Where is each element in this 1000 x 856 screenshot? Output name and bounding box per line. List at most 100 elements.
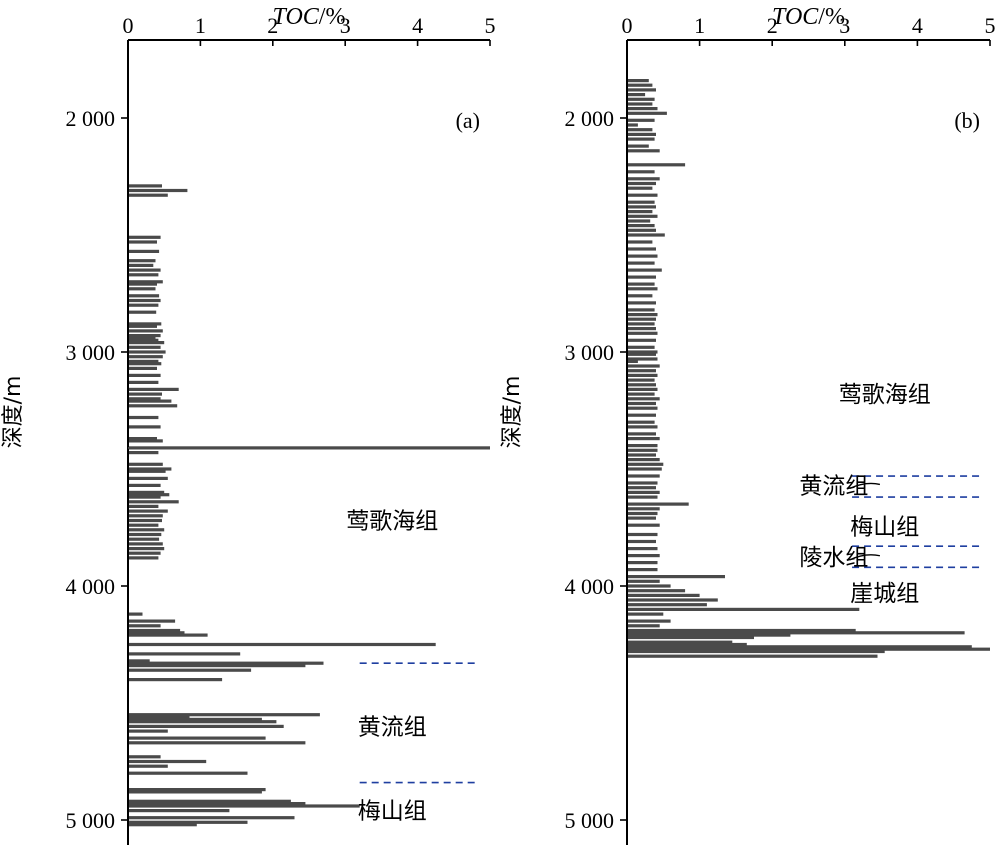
toc-bar [627, 268, 662, 272]
toc-bar [128, 764, 168, 768]
toc-bar [627, 467, 662, 471]
toc-bar [627, 345, 655, 349]
toc-bar [627, 219, 651, 223]
toc-bar [627, 102, 653, 106]
toc-bar [627, 654, 878, 658]
toc-bar [627, 432, 656, 436]
toc-bar [627, 79, 649, 83]
toc-bar [128, 294, 160, 298]
y-tick-label: 4 000 [66, 574, 116, 599]
toc-bar [128, 235, 161, 239]
toc-bar [627, 177, 660, 181]
toc-bar [128, 729, 168, 733]
panel-label: (b) [954, 108, 980, 133]
toc-bar [627, 214, 658, 218]
toc-bar [627, 107, 658, 111]
toc-bar [128, 790, 262, 794]
toc-bar [128, 633, 208, 637]
toc-bar [128, 359, 159, 363]
toc-bar [128, 514, 163, 518]
toc-bar [627, 649, 885, 654]
toc-bar [128, 188, 188, 193]
toc-bar [627, 624, 660, 628]
formation-label: 莺歌海组 [839, 382, 931, 408]
toc-bar [627, 631, 965, 635]
toc-bar [128, 263, 154, 267]
toc-bar [128, 338, 159, 342]
toc-bar [128, 469, 166, 473]
toc-bar [627, 401, 656, 406]
y-axis-title: 深度/m [500, 376, 525, 449]
toc-bar [128, 759, 207, 764]
toc-bar [128, 184, 162, 188]
toc-bar [627, 93, 646, 97]
toc-bar [627, 420, 655, 424]
toc-bar [627, 568, 658, 572]
toc-bar [128, 816, 295, 820]
toc-bar [627, 397, 660, 401]
toc-bar [128, 282, 157, 286]
toc-bar [627, 357, 658, 361]
toc-bar [627, 308, 655, 312]
x-tick-label: 1 [694, 13, 705, 38]
panel-a: 0 1 2 3 4 5 TOC/% 2 000 3 000 4 000 5 000 深度/m (a) 莺歌… [1, 4, 496, 845]
toc-bar [128, 631, 185, 635]
toc-bar [128, 532, 162, 537]
toc-bar [128, 715, 190, 719]
toc-bar [128, 437, 157, 441]
toc-bar [627, 364, 660, 368]
toc-bar [627, 387, 658, 391]
toc-bar [627, 170, 655, 174]
y-tick-label: 5 000 [565, 808, 615, 833]
toc-bar [128, 619, 176, 623]
toc-bar [627, 149, 660, 153]
toc-bar [627, 547, 658, 551]
toc-bar [627, 593, 700, 597]
toc-bar [128, 500, 179, 504]
x-axis-title: TOC/% [273, 4, 346, 30]
toc-bar [128, 322, 162, 326]
toc-bar [627, 462, 664, 466]
x-tick-label: 2 [267, 13, 278, 38]
toc-bar [627, 603, 707, 607]
toc-bar [627, 97, 655, 101]
toc-bar [627, 584, 671, 588]
toc-bar [128, 380, 159, 384]
toc-bar [627, 301, 656, 305]
toc-bar [128, 741, 306, 745]
toc-bar [128, 628, 181, 633]
toc-bar [627, 128, 653, 132]
toc-bar [128, 720, 277, 724]
toc-bar [627, 228, 656, 232]
toc-bar [627, 186, 653, 190]
toc-bar [128, 350, 166, 354]
x-axis-title: TOC/% [772, 4, 845, 30]
toc-bar [128, 467, 172, 471]
toc-bar [627, 233, 665, 237]
toc-bar [627, 490, 660, 494]
formation-label: 黄流组 [358, 714, 427, 740]
y-tick-label: 3 000 [565, 340, 615, 365]
toc-bar [128, 788, 266, 792]
toc-bar [627, 83, 653, 87]
toc-bar [627, 579, 660, 583]
toc-bar [627, 406, 658, 410]
toc-bar [128, 612, 143, 616]
toc-bar [128, 273, 159, 277]
toc-bar [627, 322, 655, 326]
x-tick-label: 4 [412, 13, 423, 38]
toc-bar [627, 282, 655, 286]
toc-bar [627, 369, 656, 373]
toc-bar [128, 523, 159, 527]
toc-bar [627, 481, 658, 485]
toc-bar [128, 280, 163, 284]
toc-bar [627, 516, 656, 520]
toc-bar [128, 483, 161, 487]
toc-bar [128, 451, 159, 455]
toc-bar [128, 336, 156, 340]
toc-bar [128, 193, 168, 197]
toc-bar [627, 118, 655, 122]
toc-bar [627, 373, 658, 377]
toc-bar [627, 193, 658, 197]
formation-leader-line [849, 482, 881, 490]
